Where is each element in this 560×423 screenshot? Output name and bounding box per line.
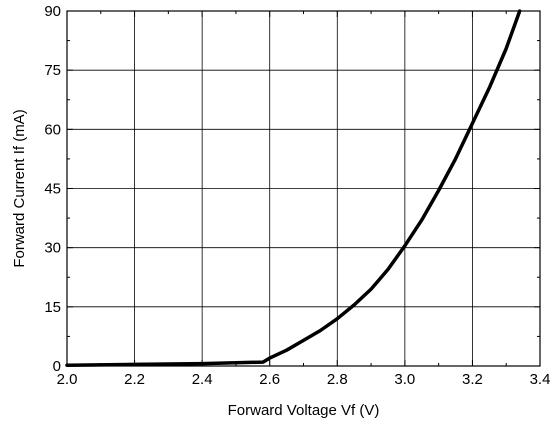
series-layer xyxy=(65,9,522,367)
axis-ticks: 2.0 2.2 2.4 2.6 2.8 3.0 3.2 3.4 0 15 30 45 60 75 90 xyxy=(44,3,550,388)
x-tick-label: 2.8 xyxy=(327,371,348,388)
y-axis-title: Forward Current If (mA) xyxy=(11,109,28,267)
x-tick-label: 2.2 xyxy=(124,371,145,388)
y-tick-label: 90 xyxy=(44,3,61,20)
x-tick-label: 3.0 xyxy=(394,371,415,388)
grid-lines xyxy=(67,11,540,366)
y-tick-label: 75 xyxy=(44,62,61,79)
x-axis-title: Forward Voltage Vf (V) xyxy=(228,402,380,419)
y-tick-label: 45 xyxy=(44,181,61,198)
iv-curve-line xyxy=(65,9,522,367)
x-tick-label: 3.4 xyxy=(530,371,551,388)
x-tick-label: 3.2 xyxy=(462,371,483,388)
y-tick-label: 0 xyxy=(53,358,61,375)
y-tick-label: 30 xyxy=(44,240,61,257)
x-tick-label: 2.6 xyxy=(259,371,280,388)
x-tick-label: 2.0 xyxy=(57,371,78,388)
y-tick-label: 15 xyxy=(44,299,61,316)
y-tick-label: 60 xyxy=(44,121,61,138)
x-tick-label: 2.4 xyxy=(192,371,213,388)
